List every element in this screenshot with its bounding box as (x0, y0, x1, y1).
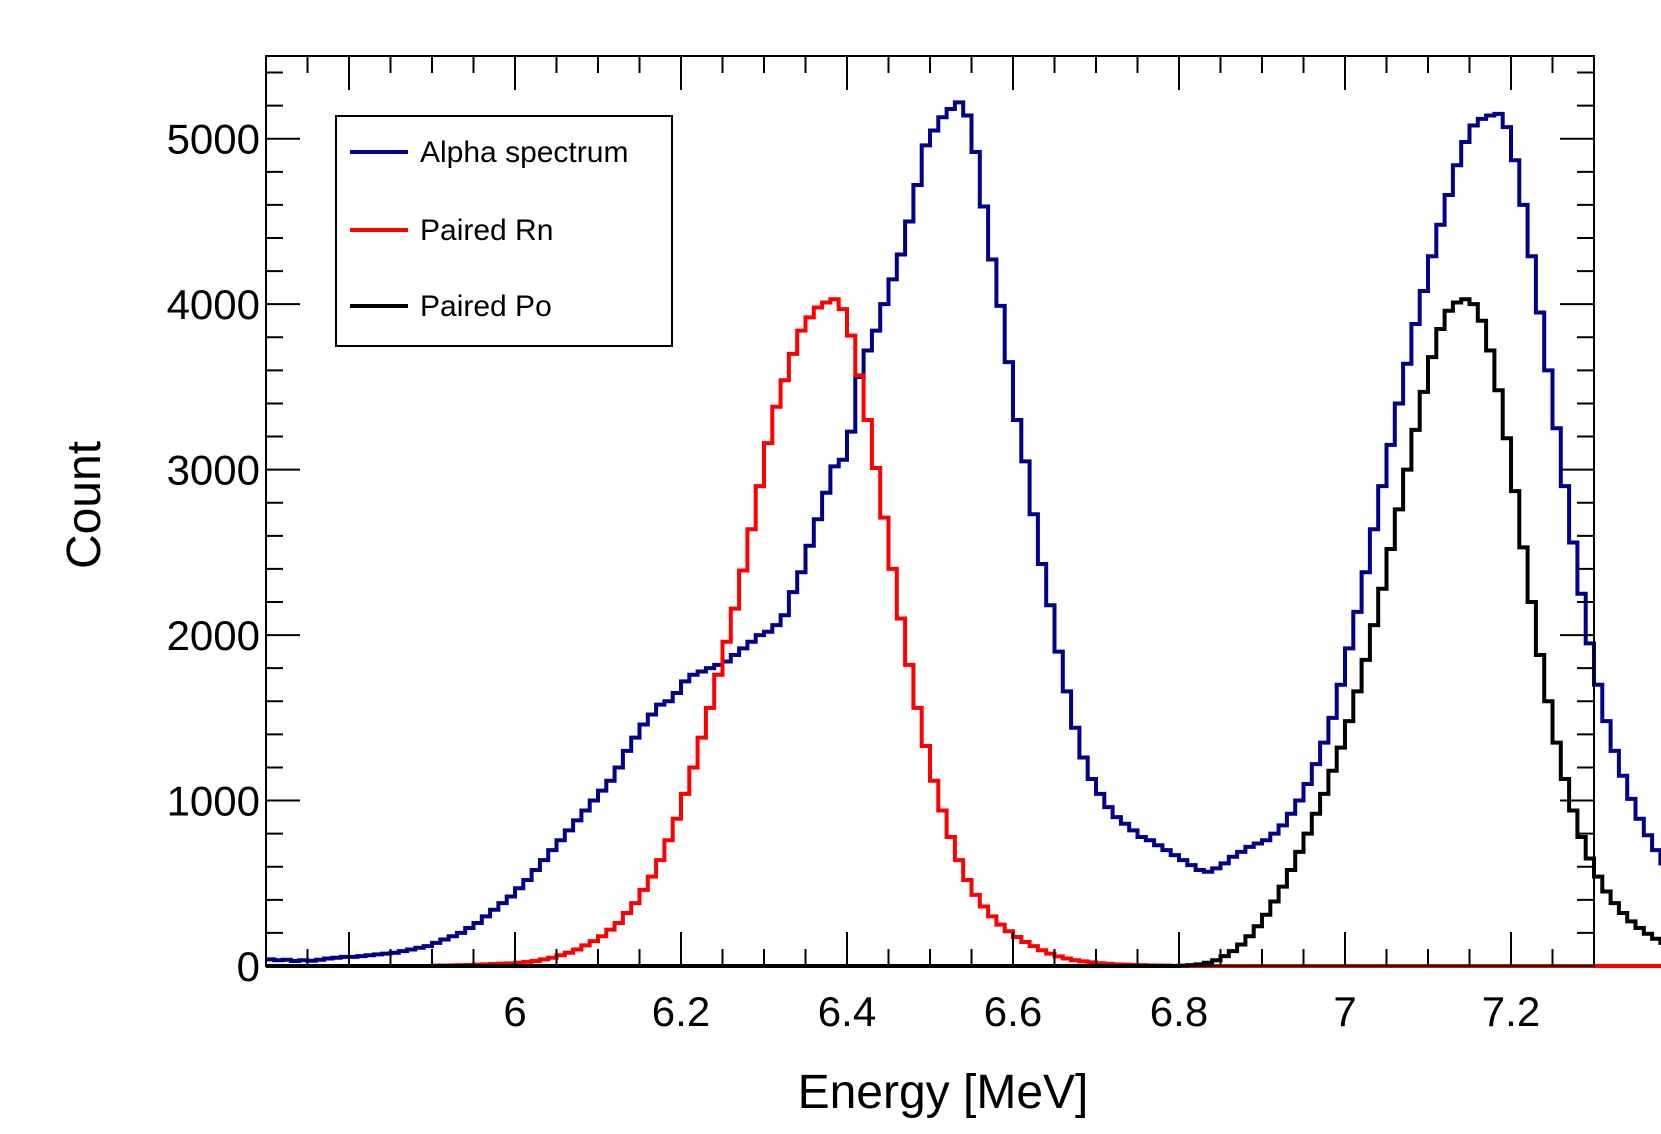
legend-label-paired-po: Paired Po (420, 290, 552, 323)
series-line-alpha-spectrum (266, 100, 1661, 964)
y-tick-label: 5000 (167, 116, 260, 163)
x-tick-label: 6.4 (818, 988, 876, 1035)
legend: Alpha spectrum Paired Rn Paired Po (335, 115, 673, 347)
x-tick-labels: 6 6.2 6.4 6.6 6.8 7 7.2 (503, 988, 1540, 1035)
x-tick-label: 6 (503, 988, 526, 1035)
y-tick-label: 4000 (167, 281, 260, 328)
tick-layer (265, 56, 1595, 967)
legend-label-alpha-spectrum: Alpha spectrum (420, 136, 628, 169)
y-tick-labels: 0 1000 2000 3000 4000 5000 (167, 116, 260, 990)
x-tick-label: 6.8 (1150, 988, 1208, 1035)
y-tick-label: 0 (237, 943, 260, 990)
x-tick-label: 6.2 (652, 988, 710, 1035)
x-tick-label: 6.6 (984, 988, 1042, 1035)
y-tick-label: 3000 (167, 447, 260, 494)
y-axis-title: Count (58, 441, 111, 569)
y-tick-label: 2000 (167, 612, 260, 659)
plot-frame (265, 55, 1595, 967)
y-tick-label: 1000 (167, 778, 260, 825)
x-axis-title: Energy [MeV] (798, 1066, 1089, 1119)
legend-label-paired-rn: Paired Rn (420, 214, 553, 247)
x-tick-label: 7 (1333, 988, 1356, 1035)
x-tick-label: 7.2 (1482, 988, 1540, 1035)
